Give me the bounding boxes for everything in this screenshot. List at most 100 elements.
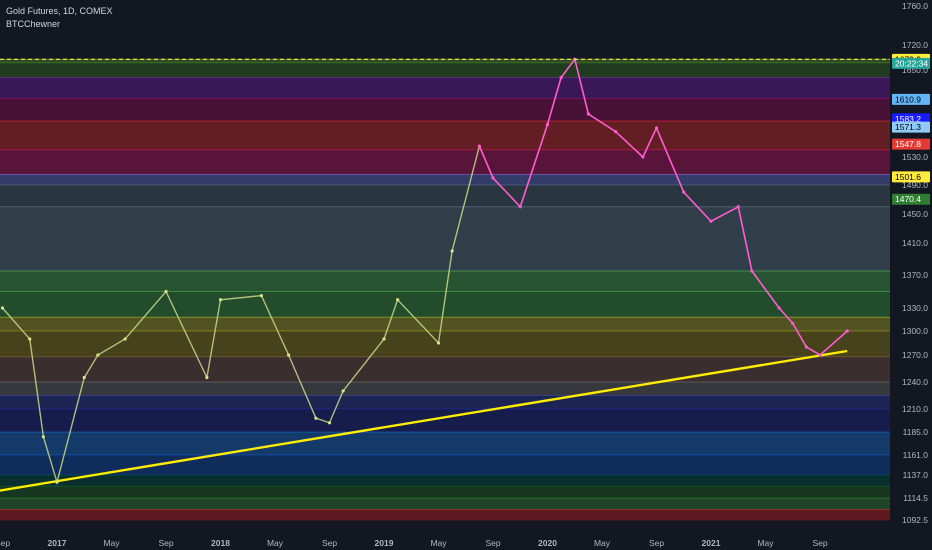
chart-header: Gold Futures, 1D, COMEX BTCChewner — [6, 5, 113, 31]
price-point — [791, 321, 795, 325]
time-tick-label: 2017 — [48, 538, 67, 548]
zone-band — [0, 498, 890, 510]
time-tick-label: Sep — [158, 538, 173, 548]
zone-band — [0, 62, 890, 78]
price-label-tag — [892, 113, 930, 125]
price-tick-label: 1490.0 — [902, 180, 928, 190]
price-point — [287, 353, 291, 357]
price-tick-label: 1410.0 — [902, 238, 928, 248]
support-trendline[interactable] — [0, 349, 848, 492]
price-label-tag — [892, 138, 930, 150]
price-point — [750, 269, 754, 273]
price-point — [804, 345, 808, 349]
price-point — [314, 416, 318, 420]
time-tick-label: Sep — [812, 538, 827, 548]
price-point — [82, 375, 86, 380]
price-point — [164, 289, 168, 294]
price-point — [491, 176, 495, 180]
time-tick-label: Sep — [322, 538, 337, 548]
price-point — [709, 219, 713, 223]
price-point — [818, 353, 822, 357]
price-label-tag — [892, 171, 930, 183]
time-tick-label: 2019 — [375, 538, 394, 548]
price-axis[interactable]: 1760.01720.01670.01650.01610.01570.01530… — [890, 0, 932, 550]
price-label-text: 1583.2 — [895, 114, 921, 124]
price-point — [477, 144, 481, 148]
zone-band — [0, 395, 890, 409]
time-tick-label: Sep — [0, 538, 10, 548]
time-axis[interactable]: Sep 2017 May Sep 2018 May Sep 2019 May Sep 2020 May… — [0, 534, 932, 550]
price-tick-label: 1161.0 — [903, 450, 929, 460]
price-tick-label: 1240.0 — [902, 377, 928, 387]
zone-band — [0, 475, 890, 487]
price-label-tag — [892, 93, 930, 105]
price-tick-label: 1300.0 — [902, 326, 928, 336]
price-point — [545, 122, 550, 127]
price-label-tag — [892, 193, 930, 205]
zone-band — [0, 121, 890, 150]
price-label-tag — [892, 57, 930, 69]
author-name: BTCChewner — [6, 19, 61, 29]
price-label-text: 20:22:34 — [895, 58, 928, 68]
price-point — [777, 306, 781, 310]
price-tick-label: 1530.0 — [902, 152, 928, 162]
time-tick-label: Sep — [485, 538, 500, 548]
price-tick-label: 1720.0 — [902, 40, 928, 50]
price-tick-label: 1185.0 — [903, 427, 929, 437]
price-point — [559, 75, 563, 80]
zone-band — [0, 271, 890, 292]
zone-band — [0, 174, 890, 185]
price-point — [0, 306, 5, 310]
price-tick-label: 1650.0 — [902, 65, 928, 75]
price-label-text: 1470.4 — [895, 194, 921, 204]
price-label-text: 1547.8 — [895, 139, 921, 149]
zone-band — [0, 185, 890, 207]
price-tick-label: 1370.0 — [902, 270, 928, 280]
price-point — [845, 329, 849, 333]
price-point — [218, 298, 223, 302]
price-point — [736, 205, 740, 209]
zone-band — [0, 59, 890, 63]
price-line-early — [1, 145, 481, 485]
zone-band — [0, 317, 890, 331]
price-point — [205, 375, 209, 380]
price-label-text: 1571.3 — [895, 122, 921, 132]
price-point — [55, 480, 59, 484]
price-tick-label: 1760.0 — [902, 1, 928, 11]
time-tick-label: May — [103, 538, 120, 548]
time-tick-label: May — [757, 538, 774, 548]
price-point — [436, 341, 441, 345]
time-tick-label: May — [267, 538, 284, 548]
time-tick-label: May — [594, 538, 611, 548]
price-point — [123, 337, 127, 341]
price-point — [450, 249, 454, 253]
zone-band — [0, 382, 890, 396]
price-axis-bg — [890, 0, 932, 550]
symbol-title[interactable]: Gold Futures, 1D, COMEX — [6, 6, 113, 16]
zone-band — [0, 331, 890, 357]
zone-band — [0, 149, 890, 175]
price-label-tag — [892, 121, 930, 133]
price-tick-label: 1092.5 — [902, 515, 928, 525]
price-point — [586, 112, 590, 116]
time-tick-label: May — [430, 538, 447, 548]
time-tick-label: 2021 — [702, 538, 721, 548]
zone-band — [0, 98, 890, 121]
zone-band — [0, 206, 890, 271]
price-labels: 1679.920:22:341610.91583.21571.31547.815… — [892, 53, 930, 205]
trendline-segment — [0, 349, 848, 492]
price-series — [0, 57, 849, 485]
zone-band — [0, 77, 890, 99]
price-label-text: 1501.6 — [895, 172, 921, 182]
price-point — [96, 353, 100, 357]
price-point — [327, 421, 332, 425]
time-tick-label: 2018 — [211, 538, 230, 548]
time-axis-bg — [0, 534, 932, 550]
price-tick-label: 1450.0 — [902, 209, 928, 219]
price-point — [682, 190, 686, 194]
price-tick-label: 1270.0 — [902, 350, 928, 360]
price-tick-label: 1114.5 — [903, 493, 928, 503]
price-point — [382, 337, 386, 341]
